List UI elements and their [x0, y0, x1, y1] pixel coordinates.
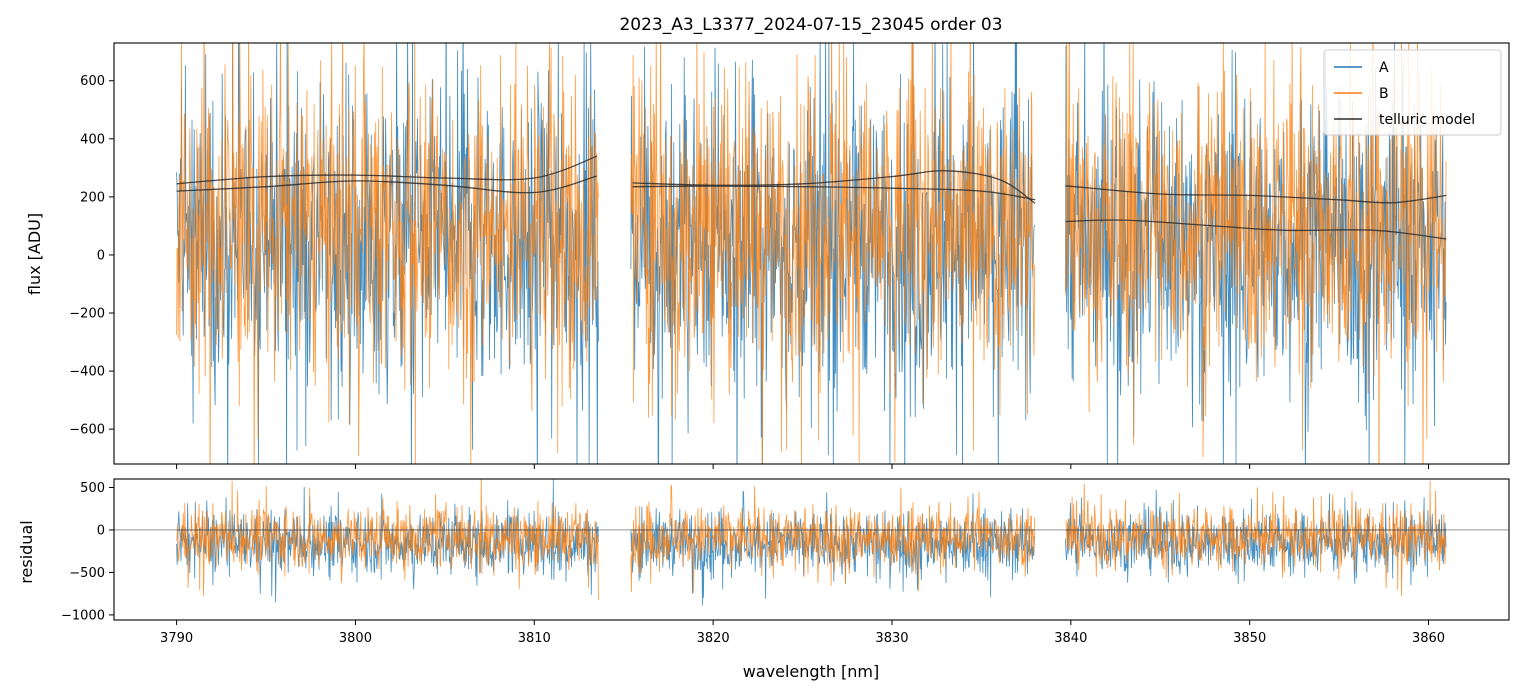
legend-label-telluric: telluric model — [1379, 112, 1475, 128]
legend-label-a: A — [1379, 60, 1389, 76]
residual-series-b-line — [1065, 480, 1447, 597]
main-axes-frame — [113, 42, 1510, 465]
legend-frame — [1323, 49, 1502, 136]
residual-series-b-line — [176, 479, 599, 600]
main-y-axis: −600 −400 −200 0 200 400 600 — [69, 74, 114, 438]
residual-x-tick-label: 3840 — [1054, 631, 1087, 646]
residual-axes-frame — [113, 478, 1510, 621]
residual-x-tick-label: 3850 — [1233, 631, 1266, 646]
main-plot-panel: −600 −400 −200 0 200 400 600 flux [ADU] A B te… — [25, 42, 1510, 469]
telluric-model-line — [632, 170, 1036, 204]
main-y-tick-label: −400 — [69, 365, 105, 380]
residual-plot-panel: −1000 −500 0 500 3790 3800 3810 3820 3830 3840 38… — [17, 478, 1510, 681]
residual-x-tick-label: 3810 — [518, 631, 551, 646]
series-b-line — [630, 43, 1035, 464]
residual-x-tick-label: 3820 — [697, 631, 730, 646]
telluric-model-line — [176, 175, 598, 194]
residual-series-b-line — [630, 484, 1035, 593]
main-y-tick-label: 400 — [80, 132, 105, 147]
x-axis-label: wavelength [nm] — [743, 662, 880, 681]
telluric-model-line — [1065, 185, 1447, 204]
residual-x-axis: 3790 3800 3810 3820 3830 3840 3850 3860 — [160, 620, 1445, 646]
residual-series-a-line — [630, 490, 1035, 606]
main-y-tick-label: −200 — [69, 307, 105, 322]
legend: A B telluric model — [1323, 49, 1502, 136]
main-y-tick-label: 0 — [97, 248, 105, 263]
main-x-axis — [176, 464, 1430, 469]
main-y-tick-label: −600 — [69, 423, 105, 438]
residual-y-tick-label: −1000 — [61, 608, 105, 623]
residual-y-axis-label: residual — [17, 520, 36, 583]
residual-plot-data — [114, 479, 1509, 606]
main-y-tick-label: 200 — [80, 190, 105, 205]
legend-label-b: B — [1379, 86, 1389, 102]
residual-x-tick-label: 3790 — [160, 631, 193, 646]
main-plot-data — [176, 43, 1447, 464]
series-b-line — [176, 43, 599, 464]
residual-x-tick-label: 3830 — [875, 631, 908, 646]
residual-x-tick-label: 3860 — [1412, 631, 1445, 646]
main-y-tick-label: 600 — [80, 74, 105, 89]
residual-y-tick-label: −500 — [69, 566, 105, 581]
main-y-axis-label: flux [ADU] — [25, 213, 44, 295]
residual-x-tick-label: 3800 — [339, 631, 372, 646]
residual-y-tick-label: 500 — [80, 481, 105, 496]
series-b-line — [1065, 43, 1447, 464]
chart-title: 2023_A3_L3377_2024-07-15_23045 order 03 — [619, 15, 1002, 35]
telluric-model-line — [1065, 219, 1447, 240]
residual-y-tick-label: 0 — [97, 523, 105, 538]
telluric-model-line — [176, 155, 598, 185]
telluric-model-line — [632, 185, 1036, 201]
residual-y-axis: −1000 −500 0 500 — [61, 481, 114, 623]
